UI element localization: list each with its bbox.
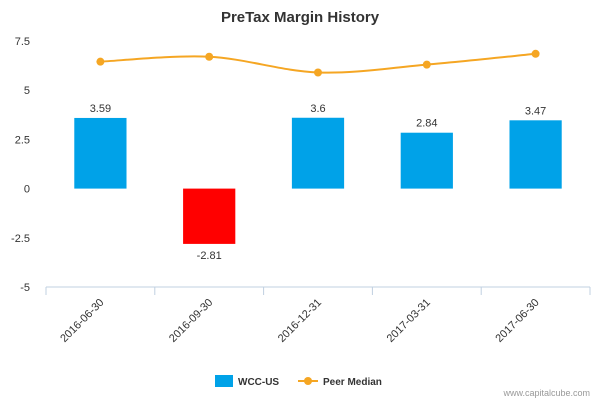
legend-item-peer-median[interactable]: Peer Median [298, 377, 382, 388]
bar-data-label: 3.47 [525, 105, 546, 117]
bar-data-label: 3.6 [310, 103, 325, 115]
bar-data-label: -2.81 [197, 250, 222, 262]
x-tick-label: 2016-06-30 [58, 297, 106, 345]
y-axis: 7.5 5 2.5 0 -2.5 -5 [11, 36, 30, 294]
y-tick-label: -2.5 [11, 233, 30, 245]
bar-2016-09-30[interactable] [183, 188, 236, 244]
bar-data-label: 3.59 [90, 103, 111, 115]
y-tick-label: 5 [24, 85, 30, 97]
x-tick-label: 2017-03-31 [385, 297, 433, 345]
y-tick-label: -5 [20, 282, 30, 294]
legend: WCC-US Peer Median [215, 375, 382, 388]
peer-median-point-2017-06-30[interactable] [531, 49, 540, 58]
legend-label-peer-median: Peer Median [323, 377, 382, 388]
peer-median-point-2017-03-31[interactable] [422, 60, 431, 69]
peer-median-point-2016-06-30[interactable] [96, 57, 105, 66]
bar-2017-06-30[interactable] [509, 120, 562, 189]
peer-median-point-2016-09-30[interactable] [205, 52, 214, 61]
bar-data-label: 2.84 [416, 118, 437, 130]
bar-2016-12-31[interactable] [291, 117, 345, 189]
y-tick-label: 7.5 [15, 36, 30, 48]
y-tick-label: 0 [24, 184, 30, 196]
line-series [96, 49, 540, 77]
data-labels: 3.59 -2.81 3.6 2.84 3.47 [90, 103, 547, 262]
x-tick-label: 2016-12-31 [276, 297, 324, 345]
legend-item-wcc[interactable]: WCC-US [215, 375, 279, 388]
peer-median-point-2016-12-31[interactable] [314, 68, 322, 77]
source-credit: www.capitalcube.com [502, 388, 590, 398]
bar-2017-03-31[interactable] [400, 132, 453, 189]
legend-swatch-wcc [215, 375, 233, 387]
x-axis: 2016-06-30 2016-09-30 2016-12-31 2017-03-31… [45, 286, 591, 345]
chart-title: PreTax Margin History [221, 9, 380, 26]
bar-series [74, 117, 562, 244]
legend-marker-peer-median [304, 377, 312, 385]
bar-2016-06-30[interactable] [74, 117, 127, 189]
legend-label-wcc: WCC-US [238, 377, 279, 388]
y-tick-label: 2.5 [15, 134, 30, 146]
x-tick-label: 2016-09-30 [167, 297, 215, 345]
x-tick-label: 2017-06-30 [493, 297, 541, 345]
